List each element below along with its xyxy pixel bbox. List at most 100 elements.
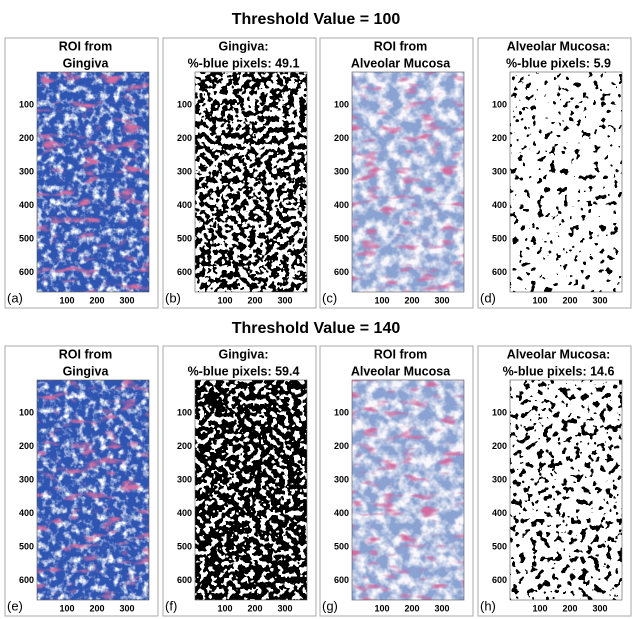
y-tick-label: 400: [334, 200, 349, 210]
image-border: [351, 71, 465, 293]
y-tick-label: 600: [492, 575, 507, 585]
y-tick-label: 500: [334, 233, 349, 243]
y-tick-label: 300: [492, 474, 507, 484]
y-tick-label: 500: [177, 233, 192, 243]
x-tick-label: 100: [374, 295, 389, 305]
y-tick-label: 600: [492, 267, 507, 277]
y-tick-label: 600: [334, 267, 349, 277]
binary-image: [195, 380, 307, 600]
x-tick-label: 100: [59, 295, 74, 305]
panel-title: %-blue pixels: 5.9: [506, 56, 611, 70]
y-tick-label: 400: [492, 200, 507, 210]
y-tick-label: 300: [177, 166, 192, 176]
panel-label: (c): [322, 290, 337, 305]
y-tick-label: 500: [492, 541, 507, 551]
y-tick-label: 600: [19, 575, 34, 585]
x-tick-label: 100: [532, 603, 547, 613]
x-tick-label: 200: [562, 295, 577, 305]
panel: Alveolar Mucosa: %-blue pixels: 5.9 100 200…: [477, 37, 632, 309]
panel-title: Gingiva: [63, 56, 110, 70]
y-tick-label: 300: [177, 474, 192, 484]
y-tick-label: 100: [492, 99, 507, 109]
panel-frame: [319, 345, 474, 617]
panel-label: (g): [322, 598, 338, 613]
y-tick-label: 600: [19, 267, 34, 277]
panel-title: Gingiva:: [218, 347, 268, 361]
image-border: [509, 71, 623, 293]
y-tick-label: 500: [334, 541, 349, 551]
image-stain: [37, 380, 149, 600]
row-title: Threshold Value = 100: [232, 11, 401, 28]
panel: Gingiva: %-blue pixels: 49.1 100 200 300 400 5…: [162, 37, 317, 309]
panel: ROI from Gingiva 100 200 300 400 500 600 100 200 3…: [4, 37, 159, 309]
y-tick-label: 300: [492, 166, 507, 176]
panel-frame: [477, 37, 632, 309]
panel-frame: [4, 345, 159, 617]
x-tick-label: 300: [434, 295, 449, 305]
panel: Gingiva: %-blue pixels: 59.4 100 200 300 400 5…: [162, 345, 317, 617]
image-border: [36, 379, 150, 601]
panel: ROI from Gingiva 100 200 300 400 500 600 100 200 3…: [4, 345, 159, 617]
y-tick-label: 100: [19, 99, 34, 109]
y-tick-label: 200: [334, 133, 349, 143]
y-tick-label: 400: [177, 508, 192, 518]
panel-title: Gingiva: [63, 364, 110, 378]
image-border: [194, 71, 308, 293]
y-tick-label: 500: [19, 541, 34, 551]
x-tick-label: 300: [592, 295, 607, 305]
binary-image: [195, 72, 307, 292]
panel: ROI from Alveolar Mucosa 100 200 300 400 500 60…: [319, 37, 474, 309]
y-tick-label: 300: [19, 166, 34, 176]
y-tick-label: 100: [177, 99, 192, 109]
y-tick-label: 200: [177, 133, 192, 143]
panel-frame: [162, 37, 317, 309]
y-tick-label: 100: [334, 407, 349, 417]
panel-frame: [4, 37, 159, 309]
x-tick-label: 300: [119, 603, 134, 613]
y-tick-label: 100: [492, 407, 507, 417]
image-stain: [352, 380, 464, 600]
x-tick-label: 200: [404, 295, 419, 305]
x-tick-label: 300: [277, 603, 292, 613]
y-tick-label: 100: [177, 407, 192, 417]
x-tick-label: 200: [562, 603, 577, 613]
y-tick-label: 500: [492, 233, 507, 243]
x-tick-label: 200: [89, 295, 104, 305]
binary-image: [510, 72, 622, 292]
image-border: [351, 379, 465, 601]
panel-label: (b): [165, 290, 181, 305]
panel-title: Gingiva:: [218, 39, 268, 53]
image-border: [509, 379, 623, 601]
x-tick-label: 200: [247, 603, 262, 613]
image-border: [194, 379, 308, 601]
y-tick-label: 400: [492, 508, 507, 518]
panel-title: Alveolar Mucosa:: [507, 39, 611, 53]
panel: Alveolar Mucosa: %-blue pixels: 14.6 100 20…: [477, 345, 632, 617]
y-tick-label: 300: [334, 166, 349, 176]
y-tick-label: 100: [19, 407, 34, 417]
y-tick-label: 300: [334, 474, 349, 484]
panel-title: ROI from: [374, 39, 427, 53]
y-tick-label: 400: [19, 200, 34, 210]
panel-title: Alveolar Mucosa: [351, 56, 451, 70]
panel-title: %-blue pixels: 49.1: [188, 56, 300, 70]
y-tick-label: 600: [334, 575, 349, 585]
y-tick-label: 100: [334, 99, 349, 109]
y-tick-label: 200: [334, 441, 349, 451]
y-tick-label: 600: [177, 267, 192, 277]
panel-label: (a): [7, 290, 23, 305]
panel-title: Alveolar Mucosa:: [507, 347, 611, 361]
panel-label: (h): [480, 598, 496, 613]
x-tick-label: 300: [592, 603, 607, 613]
panel-title: Alveolar Mucosa: [351, 364, 451, 378]
panel-title: %-blue pixels: 14.6: [503, 364, 615, 378]
panel-frame: [477, 345, 632, 617]
panel-label: (e): [7, 598, 23, 613]
x-tick-label: 100: [59, 603, 74, 613]
y-tick-label: 300: [19, 474, 34, 484]
x-tick-label: 300: [119, 295, 134, 305]
x-tick-label: 100: [217, 295, 232, 305]
x-tick-label: 100: [374, 603, 389, 613]
image-stain: [352, 72, 464, 292]
